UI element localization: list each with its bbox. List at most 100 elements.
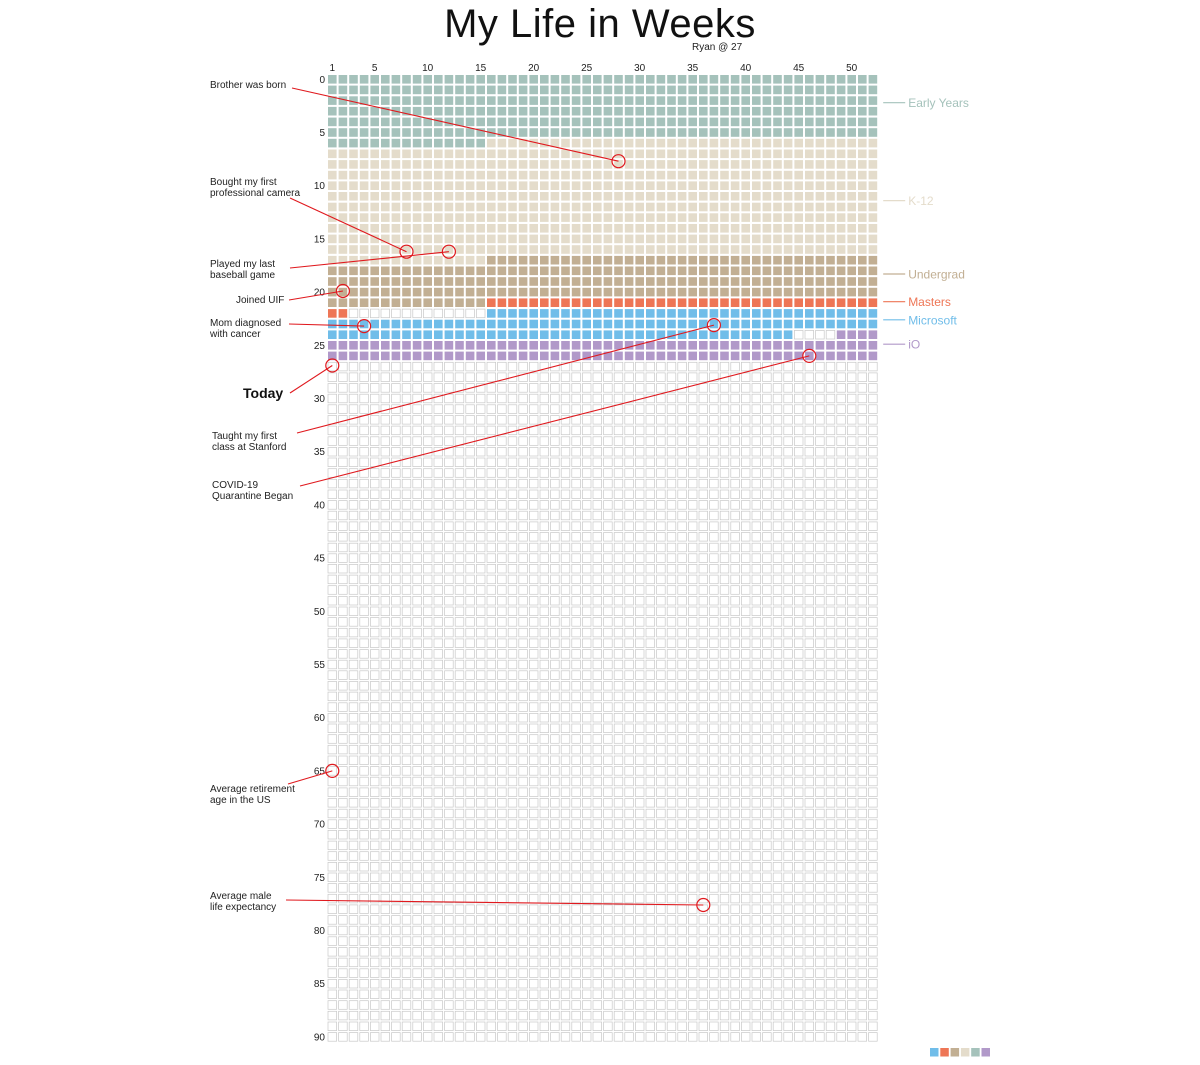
week-cell	[582, 192, 591, 201]
week-cell	[423, 691, 433, 702]
week-cell	[613, 627, 624, 638]
week-cell	[783, 149, 793, 159]
week-cell	[370, 787, 380, 797]
week-cell	[730, 723, 740, 733]
week-cell	[507, 862, 518, 872]
week-cell	[444, 85, 454, 95]
week-cell	[624, 681, 634, 691]
week-cell	[465, 202, 475, 212]
week-cell	[794, 192, 803, 201]
week-cell	[454, 308, 465, 319]
week-cell	[836, 893, 846, 904]
week-cell	[486, 862, 496, 872]
x-tick-label: 1	[330, 63, 336, 74]
week-cell	[571, 330, 581, 339]
week-cell	[539, 436, 549, 446]
week-cell	[794, 691, 804, 702]
week-cell	[338, 213, 348, 222]
week-cell	[539, 404, 549, 414]
period-label-io: iO	[908, 338, 920, 352]
week-cell	[646, 106, 655, 116]
week-cell	[348, 564, 359, 574]
week-cell	[730, 393, 740, 404]
week-cell	[773, 277, 782, 286]
week-cell	[836, 298, 846, 307]
week-cell	[698, 617, 708, 627]
week-cell	[794, 425, 804, 436]
week-cell	[571, 361, 581, 372]
week-cell	[815, 457, 825, 467]
week-cell	[518, 277, 528, 286]
week-cell	[635, 691, 645, 702]
week-cell	[719, 1032, 730, 1042]
week-cell	[444, 500, 454, 510]
week-cell	[868, 489, 878, 499]
week-cell	[868, 510, 878, 521]
week-cell	[529, 627, 539, 638]
week-cell	[380, 521, 390, 531]
week-cell	[412, 904, 422, 914]
week-cell	[804, 936, 814, 946]
week-cell	[847, 851, 857, 861]
week-cell	[391, 755, 401, 765]
week-cell	[635, 521, 645, 531]
week-cell	[857, 702, 867, 712]
week-cell	[868, 1000, 878, 1010]
week-cell	[593, 319, 602, 329]
week-cell	[560, 713, 571, 723]
week-cell	[815, 202, 825, 212]
week-cell	[709, 298, 719, 307]
week-cell	[794, 478, 804, 489]
week-cell	[603, 627, 613, 638]
week-cell	[518, 936, 528, 946]
week-cell	[592, 436, 602, 446]
week-cell	[592, 649, 602, 659]
week-cell	[592, 713, 602, 723]
week-cell	[783, 255, 793, 265]
week-cell	[688, 553, 698, 563]
week-cell	[348, 883, 359, 893]
week-cell	[614, 128, 623, 137]
week-cell	[772, 723, 783, 733]
week-cell	[773, 181, 782, 190]
week-cell	[465, 330, 475, 339]
week-cell	[359, 1021, 369, 1031]
week-cell	[571, 1032, 581, 1042]
week-cell	[857, 393, 867, 404]
week-cell	[412, 574, 422, 585]
week-cell	[518, 457, 528, 467]
week-cell	[868, 787, 878, 797]
week-cell	[391, 702, 401, 712]
week-cell	[751, 457, 761, 467]
week-cell	[423, 478, 433, 489]
week-cell	[857, 521, 867, 531]
week-cell	[646, 128, 655, 137]
week-cell	[635, 606, 645, 616]
week-cell	[666, 521, 677, 531]
week-cell	[444, 224, 454, 233]
week-cell	[571, 425, 581, 436]
week-cell	[381, 234, 390, 244]
week-cell	[327, 404, 337, 414]
week-cell	[772, 904, 783, 914]
week-cell	[508, 309, 517, 318]
week-cell	[380, 308, 390, 319]
week-cell	[804, 553, 814, 563]
week-cell	[338, 181, 348, 190]
week-cell	[868, 830, 878, 840]
week-cell	[741, 670, 751, 680]
week-cell	[847, 277, 856, 286]
week-cell	[666, 372, 677, 382]
week-cell	[497, 468, 507, 478]
week-cell	[465, 766, 475, 776]
week-cell	[423, 904, 433, 914]
week-cell	[497, 106, 507, 116]
week-cell	[348, 925, 359, 936]
week-cell	[423, 766, 433, 776]
week-cell	[815, 617, 825, 627]
week-cell	[635, 457, 645, 467]
week-cell	[518, 234, 528, 244]
week-cell	[613, 1010, 624, 1021]
week-cell	[688, 830, 698, 840]
week-cell	[825, 659, 836, 670]
